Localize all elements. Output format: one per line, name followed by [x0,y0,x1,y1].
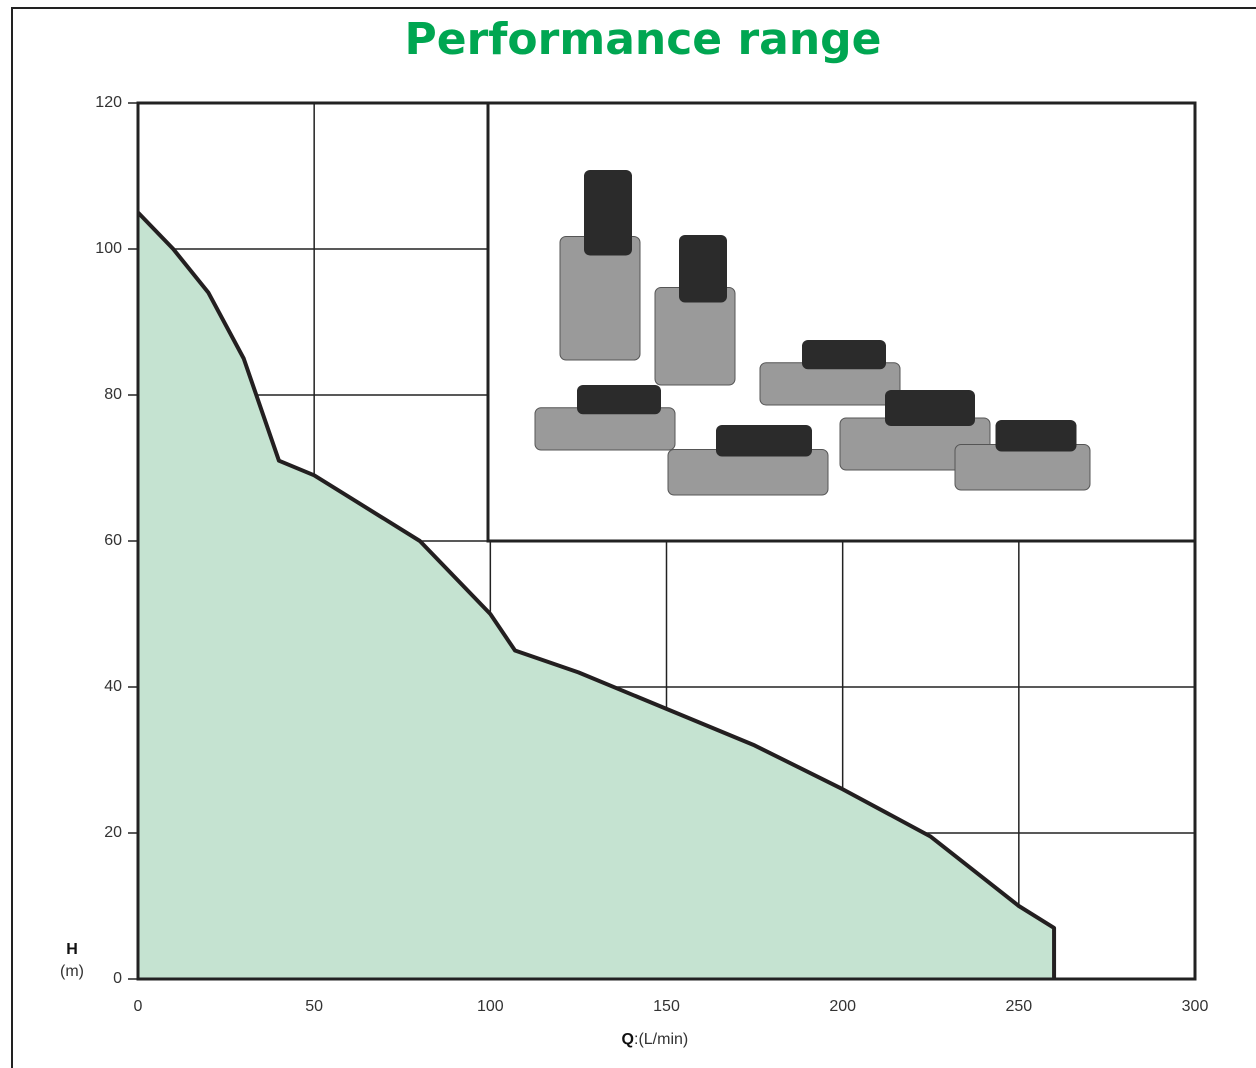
x-tick-label: 250 [1005,998,1032,1015]
x-axis-label: :(L/min) [634,1031,688,1048]
area-line [136,211,1057,979]
plot-area: 0 20 40 60 80 100 120 0 50 100 150 200 250 300 [95,94,1208,1015]
pump-motor [716,425,812,457]
pump-motor [584,170,632,256]
pump-motor [885,390,975,426]
y-tick-label: 100 [95,240,122,257]
plot-frame [136,101,1197,981]
product-photo [534,170,1091,496]
x-tick-label: 300 [1182,998,1209,1015]
pump-motor [679,235,727,303]
y-axis-label-bold: H [66,941,78,958]
x-tick-label: 50 [305,998,323,1015]
x-tick-label: 200 [829,998,856,1015]
x-axis-label-bold: Q [622,1031,634,1048]
y-tick-label: 120 [95,94,122,111]
x-tick-label: 0 [134,998,143,1015]
x-tick-label: 100 [477,998,504,1015]
y-tick-label: 0 [113,970,122,987]
area-fill [138,212,1055,979]
pump-motor [802,340,886,370]
chart-title: Performance range [404,14,881,65]
y-tick-label: 40 [104,678,122,695]
pump-motor [995,420,1077,452]
page-frame [11,7,1256,1068]
y-axis-label: (m) [60,963,84,980]
y-tick-label: 60 [104,532,122,549]
x-tick-label: 150 [653,998,680,1015]
y-tick-label: 80 [104,386,122,403]
y-tick-label: 20 [104,824,122,841]
pump-motor [577,385,661,415]
